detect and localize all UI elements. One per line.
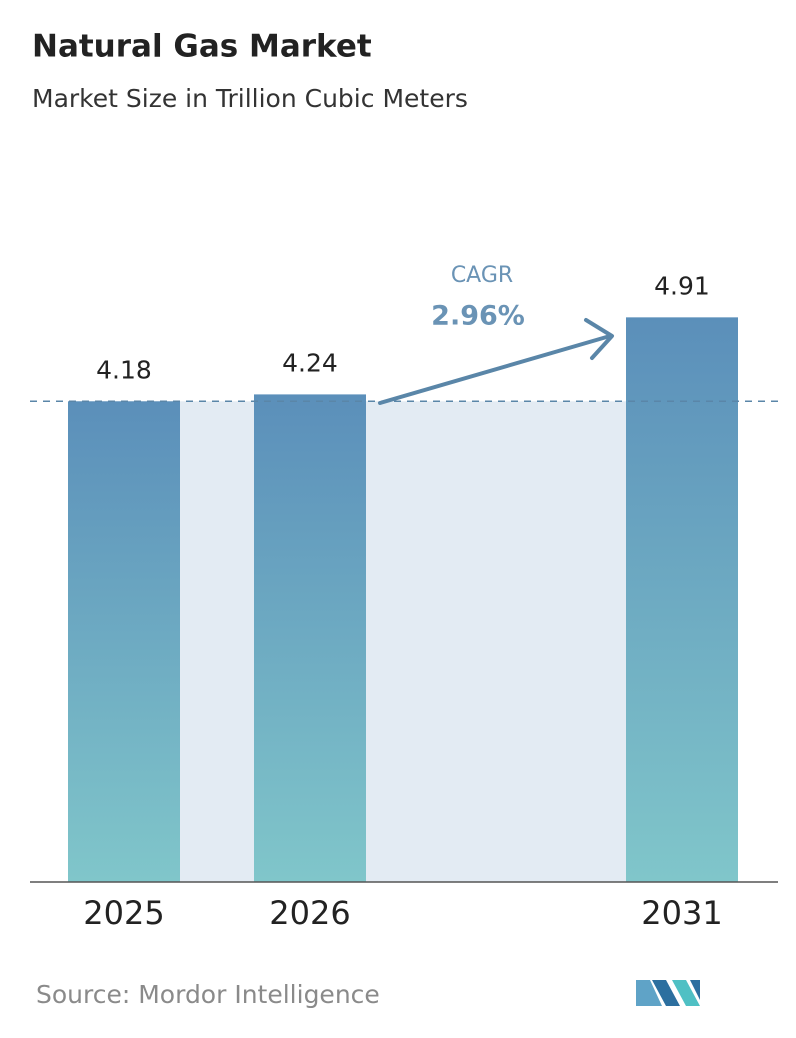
logo-shape <box>690 980 700 1000</box>
x-tick-label: 2026 <box>269 894 350 932</box>
cagr-label: CAGR <box>451 263 513 288</box>
logo-shape <box>672 980 700 1006</box>
bar <box>626 317 738 883</box>
value-label: 4.91 <box>654 271 710 300</box>
source: Source: Mordor Intelligence <box>36 980 380 1009</box>
bar <box>254 394 366 882</box>
plot-area: 4.18 2025 4.24 2026 4.91 2031 CAGR 2.96% <box>30 263 780 932</box>
cagr-arrow <box>378 334 612 405</box>
chart-title: Natural Gas Market <box>32 29 372 65</box>
value-label: 4.18 <box>96 355 152 384</box>
logo-shape <box>652 980 680 1006</box>
bar <box>68 401 180 882</box>
x-tick-label: 2025 <box>83 894 164 932</box>
logo <box>636 980 700 1006</box>
value-label: 4.24 <box>282 348 338 377</box>
cagr-arrowhead <box>584 318 614 360</box>
cagr-value: 2.96% <box>431 301 525 332</box>
x-tick-label: 2031 <box>641 894 722 932</box>
chart-subtitle: Market Size in Trillion Cubic Meters <box>32 84 468 113</box>
logo-shape <box>636 980 662 1006</box>
